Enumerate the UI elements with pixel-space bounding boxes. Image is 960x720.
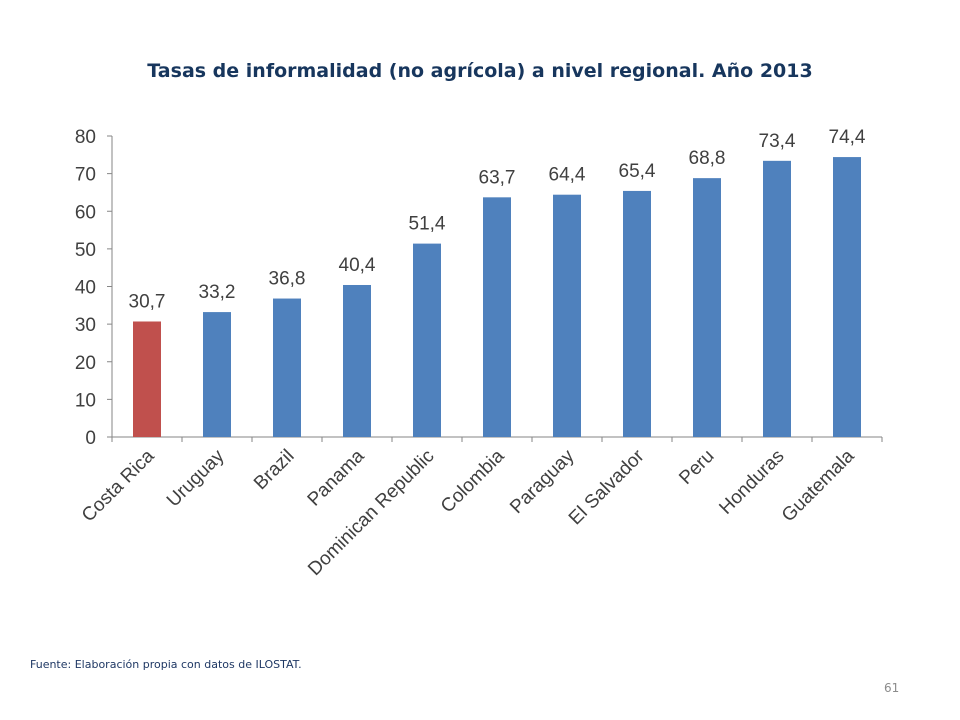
bar-value-label: 30,7 bbox=[129, 291, 166, 312]
bar-value-label: 40,4 bbox=[339, 255, 376, 276]
y-tick-label: 40 bbox=[75, 278, 96, 299]
x-tick-label: Uruguay bbox=[163, 445, 229, 511]
y-tick-label: 20 bbox=[75, 353, 96, 374]
bar-value-label: 51,4 bbox=[409, 214, 446, 235]
bar bbox=[623, 190, 651, 437]
bar-value-label: 65,4 bbox=[619, 161, 656, 182]
bar-value-label: 63,7 bbox=[479, 167, 516, 188]
x-tick-label: El Salvador bbox=[565, 445, 649, 529]
bar-value-label: 33,2 bbox=[199, 282, 236, 303]
bar bbox=[833, 157, 861, 437]
x-tick-label: Panama bbox=[304, 445, 369, 510]
y-tick-label: 70 bbox=[75, 165, 96, 186]
bar-chart: 0 10 20 30 40 50 60 70 80 30,7 Costa Rica 33,2 Urugu… bbox=[75, 127, 883, 580]
bar-value-label: 36,8 bbox=[269, 269, 306, 290]
y-tick-label: 30 bbox=[75, 315, 96, 336]
source-note: Fuente: Elaboración propia con datos de … bbox=[30, 658, 302, 671]
x-tick-label: Honduras bbox=[715, 446, 788, 519]
x-tick-label: Paraguay bbox=[506, 445, 579, 518]
bar bbox=[693, 178, 721, 437]
bar bbox=[343, 284, 371, 437]
y-tick-label: 50 bbox=[75, 240, 96, 261]
y-tick-label: 80 bbox=[75, 127, 96, 148]
bar-value-label: 68,8 bbox=[689, 148, 726, 169]
x-tick-label: Costa Rica bbox=[78, 445, 159, 526]
bar bbox=[483, 197, 511, 437]
bar-value-label: 73,4 bbox=[759, 131, 796, 152]
x-tick-label: Brazil bbox=[250, 446, 298, 494]
y-tick-label: 60 bbox=[75, 202, 96, 223]
x-tick-label: Peru bbox=[675, 446, 718, 489]
bar bbox=[553, 194, 581, 437]
chart-title: Tasas de informalidad (no agrícola) a ni… bbox=[147, 60, 813, 82]
bar bbox=[133, 321, 161, 437]
page-number: 61 bbox=[884, 681, 900, 695]
bar bbox=[203, 312, 231, 437]
bar bbox=[763, 160, 791, 437]
x-tick-label: Dominican Republic bbox=[304, 446, 438, 580]
y-tick-label: 0 bbox=[85, 428, 96, 449]
x-tick-label: Guatemala bbox=[778, 445, 859, 526]
y-tick-label: 10 bbox=[75, 390, 96, 411]
bar-value-label: 64,4 bbox=[549, 165, 586, 186]
bar-value-label: 74,4 bbox=[829, 127, 866, 148]
bar bbox=[413, 243, 441, 437]
bar bbox=[273, 298, 301, 437]
x-tick-label: Colombia bbox=[437, 445, 509, 517]
